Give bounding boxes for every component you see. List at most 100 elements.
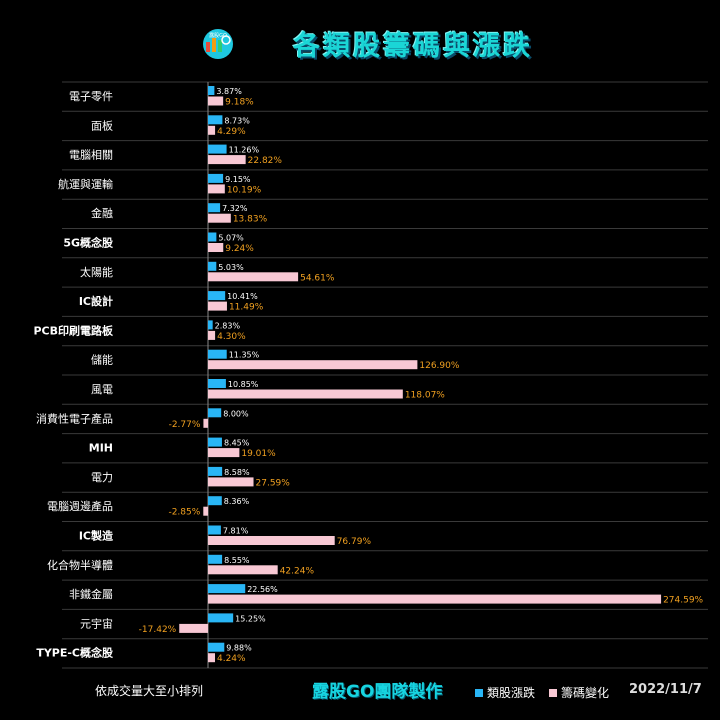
- legend-item-series1: 類股漲跌: [475, 684, 535, 701]
- bar-series2: [203, 418, 208, 428]
- logo-magnifier-shape: [221, 35, 231, 45]
- chart-title: 各類股籌碼與漲跌: [293, 31, 533, 62]
- data-label-series1: 8.73%: [224, 116, 250, 125]
- category-label: 航運與運輸: [58, 177, 113, 191]
- bar-series1: [208, 525, 221, 535]
- legend-item-series2: 籌碼變化: [549, 684, 609, 701]
- category-label: 消費性電子產品: [36, 411, 113, 425]
- bar-series1: [208, 379, 226, 388]
- bar-series1: [208, 86, 215, 95]
- bar-series1: [208, 261, 217, 271]
- bar-series1: [208, 584, 246, 594]
- category-label: MIH: [89, 442, 113, 455]
- bar-series2: [208, 330, 216, 340]
- category-label: IC製造: [79, 529, 114, 543]
- category-label: 電腦相關: [69, 148, 113, 162]
- bar-series2: [208, 536, 335, 545]
- category-label: 金融: [91, 206, 113, 220]
- data-label-series1: 10.85%: [228, 380, 259, 389]
- data-label-series2: 4.24%: [217, 654, 246, 664]
- data-label-series2: 4.30%: [217, 332, 246, 342]
- category-label: 太陽能: [80, 265, 113, 279]
- bar-series2: [208, 125, 216, 135]
- bar-series2: [208, 96, 224, 106]
- logo-bar-shape: [218, 40, 222, 52]
- category-label: 5G概念股: [63, 236, 114, 250]
- bar-series2: [208, 477, 254, 487]
- bar-series2: [208, 213, 231, 223]
- data-label-series2: 19.01%: [241, 449, 276, 459]
- bar-series1: [208, 642, 225, 652]
- data-label-series1: 9.15%: [225, 175, 251, 184]
- data-label-series1: 8.55%: [224, 556, 250, 565]
- bar-series1: [208, 320, 213, 330]
- category-label: 面板: [91, 118, 113, 132]
- data-label-series2: 42.24%: [280, 566, 315, 576]
- legend-swatch: [475, 689, 483, 697]
- bar-series2: [208, 594, 662, 604]
- data-label-series1: 15.25%: [235, 614, 266, 623]
- category-label: IC設計: [79, 294, 113, 308]
- data-label-series1: 2.83%: [215, 321, 241, 330]
- category-label: TYPE-C概念股: [36, 646, 114, 660]
- data-label-series2: 11.49%: [229, 303, 264, 313]
- logo-bar-shape: [206, 42, 210, 52]
- data-label-series2: 54.61%: [300, 273, 335, 283]
- bar-series2: [208, 272, 299, 282]
- data-label-series2: 27.59%: [256, 478, 291, 488]
- bar-series2: [208, 565, 278, 575]
- bar-series1: [208, 115, 223, 125]
- bar-series1: [208, 232, 217, 242]
- bar-series2: [208, 243, 224, 252]
- data-label-series1: 9.88%: [226, 644, 252, 653]
- data-label-series2: -17.42%: [139, 625, 177, 635]
- data-label-series1: 5.03%: [218, 263, 244, 272]
- data-label-series2: 76.79%: [337, 537, 372, 547]
- bar-series2: [208, 448, 240, 458]
- bar-series1: [208, 203, 221, 213]
- data-label-series1: 8.58%: [224, 468, 250, 477]
- data-label-series2: 126.90%: [419, 361, 459, 371]
- category-label: 化合物半導體: [47, 558, 113, 572]
- bar-series2: [208, 155, 246, 165]
- data-label-series2: 9.18%: [225, 98, 254, 108]
- data-label-series1: 11.26%: [229, 146, 260, 155]
- data-label-series2: 4.29%: [217, 127, 246, 137]
- bar-series1: [208, 437, 222, 447]
- category-label: 電子零件: [69, 90, 113, 103]
- data-label-series1: 8.36%: [224, 497, 250, 506]
- data-label-series2: -2.77%: [169, 420, 201, 430]
- credit-text: 露股GO團隊製作: [312, 682, 443, 702]
- data-label-series2: 118.07%: [405, 391, 445, 401]
- category-label: 電腦週邊產品: [47, 499, 113, 513]
- bar-series1: [208, 408, 222, 418]
- data-label-series1: 3.87%: [216, 87, 242, 96]
- logo: 露股GO: [203, 29, 233, 59]
- bar-series2: [208, 653, 215, 663]
- category-label: 儲能: [91, 353, 113, 367]
- data-label-series1: 10.41%: [227, 292, 258, 301]
- data-label-series2: 9.24%: [225, 244, 254, 254]
- bar-series1: [208, 554, 223, 564]
- legend-swatch: [549, 689, 557, 697]
- data-label-series1: 22.56%: [247, 585, 278, 594]
- bar-series1: [208, 173, 224, 183]
- date-text: 2022/11/7: [629, 682, 702, 697]
- bar-series2: [208, 301, 227, 311]
- logo-text: 露股GO: [209, 33, 227, 39]
- bar-series2: [179, 623, 208, 633]
- data-label-series1: 5.07%: [218, 234, 244, 243]
- data-label-series1: 11.35%: [229, 351, 260, 360]
- category-label: 元宇宙: [80, 616, 113, 630]
- bar-series2: [203, 506, 208, 516]
- bar-series1: [208, 466, 223, 476]
- data-label-series2: 13.83%: [233, 215, 268, 225]
- category-label: 非鐵金屬: [69, 587, 113, 601]
- data-label-series1: 8.45%: [224, 439, 250, 448]
- bar-series2: [208, 360, 418, 370]
- data-label-series1: 8.00%: [223, 409, 249, 418]
- bar-series1: [208, 291, 226, 301]
- data-label-series2: -2.85%: [168, 508, 200, 518]
- bar-series1: [208, 144, 227, 154]
